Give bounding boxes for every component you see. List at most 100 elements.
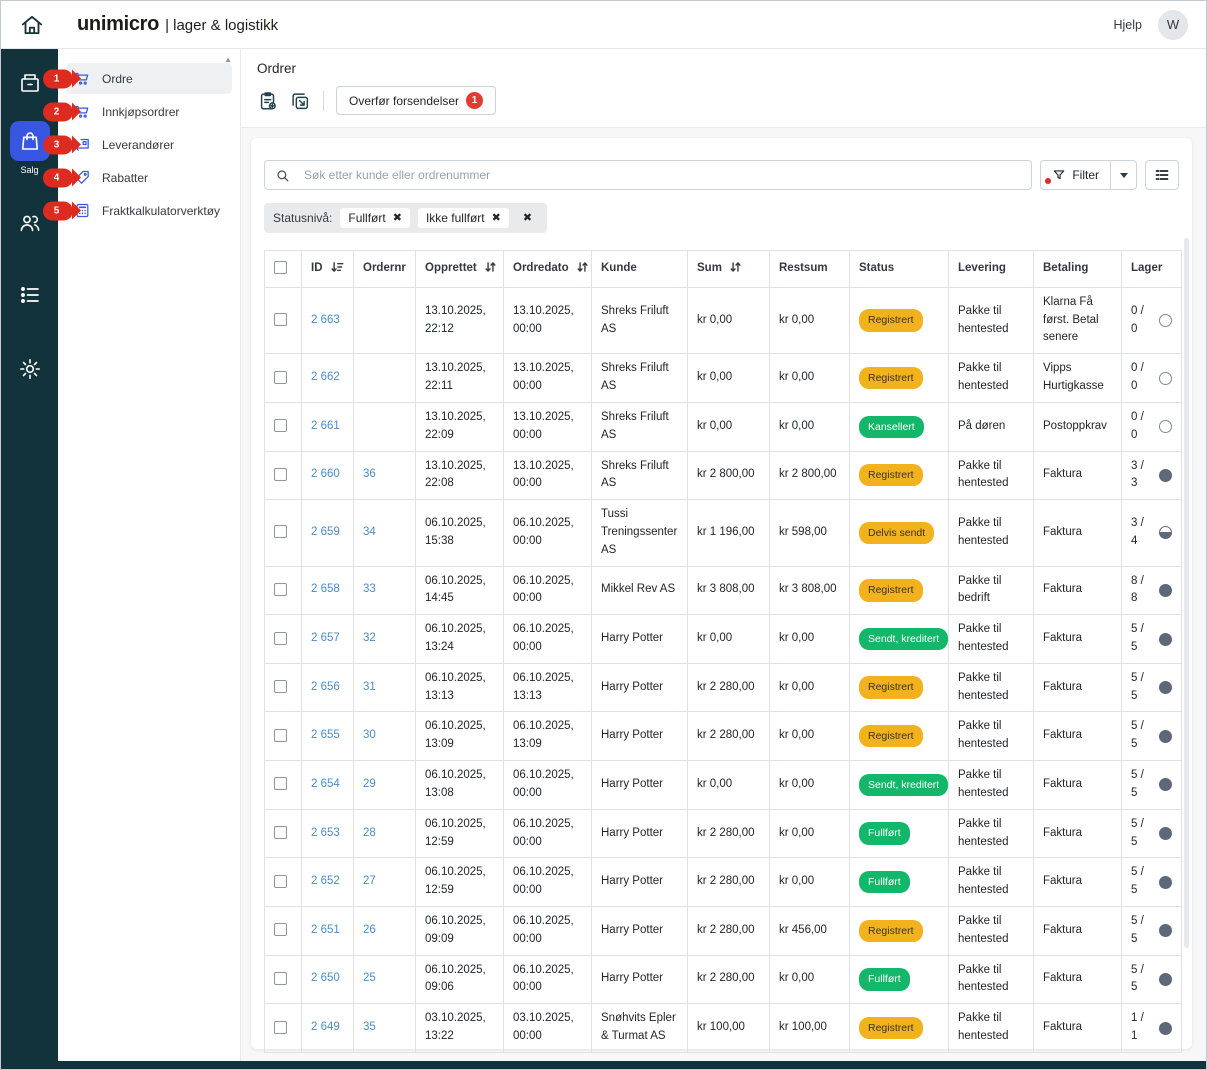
stock-count: 0 / 0 [1131,409,1152,445]
column-header-label: Lager [1131,262,1162,274]
order-id-link[interactable]: 2 652 [311,875,340,887]
row-checkbox[interactable] [274,419,287,432]
sidebar-item-fraktkalkulatorverkt-y[interactable]: 5Fraktkalkulatorverktøy [66,195,232,226]
filter-chip[interactable]: Ikke fullført✖ [418,208,509,228]
order-id-link[interactable]: 2 651 [311,924,340,936]
ordernr-link[interactable]: 30 [363,729,376,741]
column-header-id[interactable]: ID [302,251,354,288]
row-checkbox[interactable] [274,680,287,693]
column-header-restsum[interactable]: Restsum [770,251,850,288]
filter-dropdown-button[interactable] [1110,161,1136,189]
clear-filters-icon[interactable]: ✖ [517,213,538,224]
sort-amount-icon[interactable] [330,261,344,273]
column-header-ordredato[interactable]: Ordredato [504,251,592,288]
help-link[interactable]: Hjelp [1114,18,1143,32]
ordernr-link[interactable]: 26 [363,924,376,936]
row-checkbox[interactable] [274,468,287,481]
column-header-lager[interactable]: Lager [1122,251,1182,288]
column-header-sum[interactable]: Sum [688,251,770,288]
row-checkbox[interactable] [274,583,287,596]
row-select-cell [265,955,302,1004]
row-checkbox[interactable] [274,875,287,888]
column-header-betaling[interactable]: Betaling [1034,251,1122,288]
order-id-link[interactable]: 2 658 [311,583,340,595]
vertical-scrollbar[interactable] [1184,238,1189,948]
filter-chip[interactable]: Fullført✖ [340,208,410,228]
order-id-link[interactable]: 2 653 [311,827,340,839]
ordernr-link[interactable]: 36 [363,468,376,480]
ordernr-link[interactable]: 34 [363,526,376,538]
order-id-link[interactable]: 2 650 [311,972,340,984]
column-settings-button[interactable] [1145,160,1179,190]
select-all-checkbox[interactable] [274,261,287,274]
filter-button[interactable]: Filter [1041,161,1110,189]
ordernr-link[interactable]: 32 [363,632,376,644]
ordernr-link[interactable]: 28 [363,827,376,839]
row-select-cell [265,906,302,955]
rail-item-people[interactable] [18,211,42,235]
remove-chip-icon[interactable]: ✖ [393,213,402,224]
bottom-bar [1,1061,1206,1069]
sidebar-item-innkj-psordrer[interactable]: 2Innkjøpsordrer [66,96,232,127]
row-checkbox[interactable] [274,525,287,538]
table-row: 2 6593406.10.2025,15:3806.10.2025,00:00T… [265,500,1182,566]
order-id-link[interactable]: 2 655 [311,729,340,741]
sidebar-item-ordre[interactable]: 1Ordre [66,63,232,94]
order-id-link[interactable]: 2 656 [311,681,340,693]
column-header-ordernr[interactable]: Ordernr [354,251,416,288]
column-header-levering[interactable]: Levering [949,251,1034,288]
sum-cell: kr 0,00 [688,615,770,664]
order-id-cell: 2 657 [302,615,354,664]
sort-both-icon[interactable] [576,261,589,273]
ordernr-link[interactable]: 29 [363,778,376,790]
ordernr-link[interactable]: 25 [363,972,376,984]
ordernr-link[interactable]: 31 [363,681,376,693]
rail-item-list[interactable] [18,283,42,307]
order-id-cell: 2 654 [302,761,354,810]
column-header-kunde[interactable]: Kunde [592,251,688,288]
order-id-link[interactable]: 2 657 [311,632,340,644]
order-id-link[interactable]: 2 662 [311,371,340,383]
row-checkbox[interactable] [274,972,287,985]
row-checkbox[interactable] [274,313,287,326]
home-icon[interactable] [19,12,45,38]
user-avatar[interactable]: W [1158,10,1188,40]
stock-indicator: 5 / 5 [1131,816,1172,852]
ordernr-link[interactable]: 33 [363,583,376,595]
row-checkbox[interactable] [274,826,287,839]
order-id-link[interactable]: 2 659 [311,526,340,538]
row-checkbox[interactable] [274,923,287,936]
order-id-link[interactable]: 2 654 [311,778,340,790]
sum-cell: kr 3 808,00 [688,566,770,615]
orderdate-cell: 06.10.2025,00:00 [504,809,592,858]
order-id-link[interactable]: 2 663 [311,314,340,326]
row-checkbox[interactable] [274,729,287,742]
rail-item-archive[interactable] [18,71,42,95]
row-checkbox[interactable] [274,1021,287,1034]
sort-both-icon[interactable] [729,261,742,273]
search-input[interactable] [304,168,1021,182]
new-order-icon[interactable] [257,90,279,112]
column-header-opprettet[interactable]: Opprettet [416,251,504,288]
column-header-status[interactable]: Status [850,251,949,288]
order-id-link[interactable]: 2 660 [311,468,340,480]
ordernr-cell: 27 [354,858,416,907]
sort-both-icon[interactable] [484,261,497,273]
transfer-orders-icon[interactable] [289,90,311,112]
row-checkbox[interactable] [274,632,287,645]
transfer-shipments-button[interactable]: Overfør forsendelser 1 [336,86,496,115]
row-checkbox[interactable] [274,777,287,790]
rail-item-gear[interactable] [18,357,42,381]
sidebar-item-rabatter[interactable]: 4Rabatter [66,162,232,193]
ordernr-link[interactable]: 35 [363,1021,376,1033]
stock-cell: 3 / 4 [1122,500,1182,566]
payment-cell: Faktura [1034,663,1122,712]
row-checkbox[interactable] [274,371,287,384]
remove-chip-icon[interactable]: ✖ [492,213,501,224]
table-row: 2 6493503.10.2025,13:2203.10.2025,00:00S… [265,1004,1182,1053]
ordernr-link[interactable]: 27 [363,875,376,887]
order-id-link[interactable]: 2 649 [311,1021,340,1033]
table-row: 2 6542906.10.2025,13:0806.10.2025,00:00H… [265,761,1182,810]
sidebar-item-leverand-rer[interactable]: 3Leverandører [66,129,232,160]
order-id-link[interactable]: 2 661 [311,420,340,432]
